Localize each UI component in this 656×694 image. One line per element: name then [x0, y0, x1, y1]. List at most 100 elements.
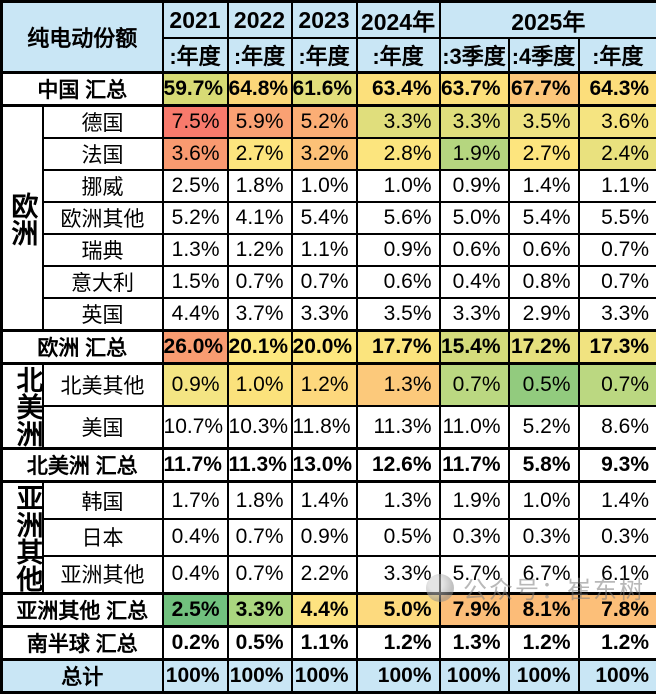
value-cell: 0.6%: [357, 266, 440, 298]
value-cell: 11.3%: [357, 406, 440, 449]
value-cell: 0.9%: [440, 170, 509, 202]
header-year-2024年: 2024年: [357, 2, 440, 39]
value-cell: 2.4%: [579, 138, 656, 170]
value-cell: 3.2%: [292, 138, 357, 170]
value-cell: 5.2%: [509, 406, 579, 449]
value-cell: 11.0%: [440, 406, 509, 449]
value-cell: 0.3%: [440, 519, 509, 556]
value-cell: 8.6%: [579, 406, 656, 449]
value-cell: 2.8%: [357, 138, 440, 170]
value-cell: 4.4%: [163, 298, 228, 331]
value-cell: 5.4%: [292, 202, 357, 234]
value-cell: 26.0%: [163, 331, 228, 364]
value-cell: 20.1%: [228, 331, 292, 364]
value-cell: 17.2%: [509, 331, 579, 364]
header-year-2021: 2021: [163, 2, 228, 39]
row-label: 德国: [43, 106, 163, 139]
value-cell: 1.7%: [163, 482, 228, 520]
header-period-3: :年度: [357, 38, 440, 73]
value-cell: 0.4%: [163, 519, 228, 556]
value-cell: 61.6%: [292, 73, 357, 106]
value-cell: 10.7%: [163, 406, 228, 449]
value-cell: 3.5%: [357, 298, 440, 331]
value-cell: 0.3%: [579, 519, 656, 556]
row-label: 总计: [2, 660, 163, 693]
value-cell: 3.5%: [509, 106, 579, 139]
value-cell: 17.3%: [579, 331, 656, 364]
value-cell: 1.2%: [228, 234, 292, 266]
value-cell: 17.7%: [357, 331, 440, 364]
value-cell: 12.6%: [357, 449, 440, 482]
value-cell: 1.0%: [509, 482, 579, 520]
value-cell: 1.2%: [292, 364, 357, 407]
value-cell: 1.2%: [579, 627, 656, 660]
value-cell: 0.4%: [163, 556, 228, 594]
value-cell: 0.9%: [163, 364, 228, 407]
value-cell: 2.5%: [163, 594, 228, 627]
value-cell: 0.7%: [579, 266, 656, 298]
value-cell: 1.0%: [292, 170, 357, 202]
row-label: 北美洲 汇总: [2, 449, 163, 482]
value-cell: 0.2%: [163, 627, 228, 660]
value-cell: 5.9%: [228, 106, 292, 139]
value-cell: 1.4%: [292, 482, 357, 520]
value-cell: 10.3%: [228, 406, 292, 449]
row-label: 法国: [43, 138, 163, 170]
row-label: 欧洲其他: [43, 202, 163, 234]
row-label: 亚洲其他: [43, 556, 163, 594]
table-title: 纯电动份额: [2, 2, 163, 73]
value-cell: 0.7%: [440, 364, 509, 407]
header-year-2022: 2022: [228, 2, 292, 39]
value-cell: 63.7%: [440, 73, 509, 106]
header-period-2: :年度: [292, 38, 357, 73]
value-cell: 4.4%: [292, 594, 357, 627]
value-cell: 3.3%: [440, 298, 509, 331]
value-cell: 1.3%: [163, 234, 228, 266]
value-cell: 7.5%: [163, 106, 228, 139]
region-label-亚洲其他: 亚洲其他: [2, 482, 43, 594]
value-cell: 0.7%: [579, 364, 656, 407]
header-period-6: :年度: [579, 38, 656, 73]
value-cell: 13.0%: [292, 449, 357, 482]
value-cell: 100%: [163, 660, 228, 693]
value-cell: 1.3%: [440, 627, 509, 660]
table-row-北美洲 汇总: 北美洲 汇总11.7%11.3%13.0%12.6%11.7%5.8%9.3%: [2, 449, 656, 482]
value-cell: 3.3%: [357, 556, 440, 594]
value-cell: 11.8%: [292, 406, 357, 449]
value-cell: 59.7%: [163, 73, 228, 106]
value-cell: 100%: [357, 660, 440, 693]
row-label: 瑞典: [43, 234, 163, 266]
region-label-北美洲: 北美洲: [2, 364, 43, 449]
row-label: 日本: [43, 519, 163, 556]
value-cell: 1.4%: [579, 482, 656, 520]
value-cell: 3.3%: [292, 298, 357, 331]
row-label: 北美其他: [43, 364, 163, 407]
value-cell: 5.5%: [579, 202, 656, 234]
value-cell: 11.7%: [440, 449, 509, 482]
header-period-4: :3季度: [440, 38, 509, 73]
value-cell: 1.5%: [163, 266, 228, 298]
value-cell: 6.1%: [579, 556, 656, 594]
value-cell: 100%: [509, 660, 579, 693]
value-cell: 1.4%: [509, 170, 579, 202]
value-cell: 15.4%: [440, 331, 509, 364]
value-cell: 5.2%: [163, 202, 228, 234]
value-cell: 64.8%: [228, 73, 292, 106]
row-label: 南半球 汇总: [2, 627, 163, 660]
value-cell: 1.2%: [357, 627, 440, 660]
value-cell: 20.0%: [292, 331, 357, 364]
value-cell: 5.0%: [357, 594, 440, 627]
value-cell: 0.5%: [228, 627, 292, 660]
value-cell: 2.7%: [509, 138, 579, 170]
value-cell: 0.7%: [292, 266, 357, 298]
header-year-2025年: 2025年: [440, 2, 656, 39]
